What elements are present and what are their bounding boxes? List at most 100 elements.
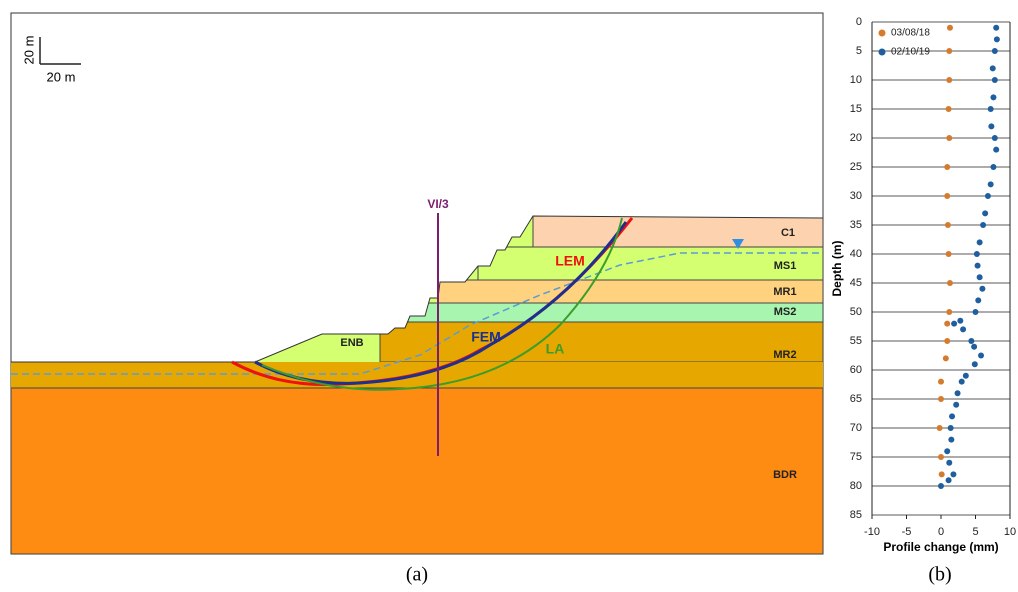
data-point: [946, 309, 952, 315]
data-point: [990, 94, 996, 100]
layer-label: MR2: [773, 349, 796, 361]
data-point: [946, 477, 952, 483]
data-point: [978, 353, 984, 359]
layer-label: ENB: [340, 337, 363, 349]
data-point: [938, 483, 944, 489]
data-point: [947, 280, 953, 286]
y-tick-label: 10: [850, 74, 862, 86]
data-point: [946, 251, 952, 257]
data-point: [990, 164, 996, 170]
layer-label: BDR: [773, 469, 797, 481]
y-tick-label: 40: [850, 248, 862, 260]
y-tick-label: 15: [850, 103, 862, 115]
data-point: [944, 448, 950, 454]
data-point: [992, 77, 998, 83]
layer-label: MS2: [774, 306, 797, 318]
surface-label: LEM: [555, 253, 585, 269]
data-point: [948, 425, 954, 431]
x-tick-label: 10: [1004, 526, 1016, 538]
data-point: [948, 437, 954, 443]
bdr-layer: [11, 388, 823, 554]
layer-label: MR1: [773, 286, 796, 298]
panel-caption: (a): [406, 564, 428, 586]
legend-label: 02/10/19: [891, 47, 930, 58]
data-point: [943, 355, 949, 361]
data-point: [988, 106, 994, 112]
ms2-layer: [408, 303, 823, 322]
data-point: [993, 147, 999, 153]
y-tick-label: 55: [850, 335, 862, 347]
data-point: [959, 379, 965, 385]
y-tick-label: 30: [850, 190, 862, 202]
y-tick-label: 60: [850, 364, 862, 376]
y-tick-label: 65: [850, 393, 862, 405]
y-tick-label: 5: [856, 45, 862, 57]
data-point: [946, 48, 952, 54]
data-point: [977, 274, 983, 280]
y-tick-label: 35: [850, 219, 862, 231]
legend-label: 03/08/18: [891, 28, 930, 39]
data-point: [979, 286, 985, 292]
y-tick-label: 0: [856, 16, 862, 28]
y-axis-label: Depth (m): [830, 241, 844, 297]
x-tick-label: -10: [864, 526, 880, 538]
y-tick-label: 45: [850, 277, 862, 289]
y-tick-label: 50: [850, 306, 862, 318]
x-tick-label: 0: [938, 526, 944, 538]
data-point: [949, 413, 955, 419]
data-point: [982, 210, 988, 216]
data-point: [947, 25, 953, 31]
data-point: [944, 193, 950, 199]
data-point: [946, 77, 952, 83]
mr2-layer: [380, 322, 823, 362]
data-point: [988, 123, 994, 129]
y-tick-label: 85: [850, 509, 862, 521]
data-point: [957, 318, 963, 324]
data-point: [963, 373, 969, 379]
borehole-label: VI/3: [427, 197, 449, 211]
data-point: [990, 65, 996, 71]
y-tick-label: 25: [850, 161, 862, 173]
data-point: [971, 344, 977, 350]
y-tick-label: 75: [850, 451, 862, 463]
x-tick-label: 5: [972, 526, 978, 538]
x-axis-label: Profile change (mm): [883, 540, 998, 554]
data-point: [993, 25, 999, 31]
data-point: [973, 309, 979, 315]
data-point: [977, 239, 983, 245]
data-point: [946, 460, 952, 466]
layer-label: C1: [781, 227, 795, 239]
legend-marker: [879, 30, 886, 37]
data-point: [944, 164, 950, 170]
data-point: [968, 338, 974, 344]
data-point: [944, 321, 950, 327]
cross-section: VI/3 20 m 20 m C1 MS1 MR1 MS2 MR2 BDR EN…: [11, 13, 823, 586]
legend-marker: [879, 49, 886, 56]
y-tick-label: 20: [850, 132, 862, 144]
scale-label: 20 m: [21, 36, 36, 65]
panel-caption: (b): [928, 564, 951, 586]
data-point: [975, 297, 981, 303]
figure: VI/3 20 m 20 m C1 MS1 MR1 MS2 MR2 BDR EN…: [0, 0, 1018, 592]
data-point: [994, 36, 1000, 42]
ms1-layer: [478, 247, 823, 280]
surface-label: LA: [546, 341, 565, 357]
data-point: [945, 222, 951, 228]
data-point: [988, 181, 994, 187]
data-point: [953, 402, 959, 408]
data-point: [974, 251, 980, 257]
y-tick-label: 70: [850, 422, 862, 434]
data-point: [946, 106, 952, 112]
data-point: [951, 321, 957, 327]
data-point: [950, 471, 956, 477]
data-point: [992, 135, 998, 141]
data-point: [938, 379, 944, 385]
data-point: [975, 263, 981, 269]
data-point: [938, 454, 944, 460]
data-point: [955, 390, 961, 396]
scale-label: 20 m: [47, 69, 76, 84]
surface-label: FEM: [471, 329, 501, 345]
data-point: [946, 135, 952, 141]
data-point: [960, 326, 966, 332]
data-point: [939, 471, 945, 477]
